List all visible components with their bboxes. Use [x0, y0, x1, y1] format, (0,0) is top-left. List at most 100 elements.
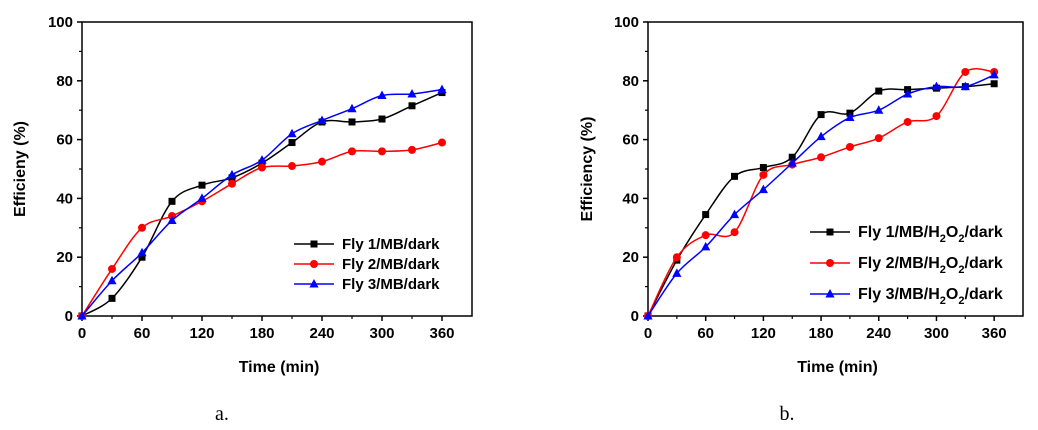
data-point-2 — [408, 145, 416, 154]
data-point-1 — [817, 111, 825, 119]
x-tick-label: 180 — [249, 325, 274, 342]
legend-subscript: 2 — [940, 264, 946, 276]
x-axis-label: Time (min) — [797, 359, 878, 376]
data-point-1 — [731, 172, 739, 180]
legend-label-2: Fly 2/MB/dark — [342, 256, 440, 273]
legend-subscript: 2 — [958, 264, 964, 276]
y-tick-label: 100 — [614, 14, 639, 31]
legend-text-part: Fly 3/MB/H — [858, 286, 940, 303]
data-point-3 — [989, 69, 999, 79]
y-tick-label: 40 — [622, 190, 639, 207]
legend-text-part: O — [946, 224, 958, 241]
chart-panel-a: 0 60 120 180 240 300 360 0 20 40 60 80 100 Time (min)… — [12, 14, 473, 425]
data-point-2 — [961, 67, 970, 76]
x-tick-label: 300 — [924, 325, 949, 342]
series-line-3 — [647, 74, 995, 317]
x-tick-label: 360 — [429, 325, 454, 342]
x-tick-label: 360 — [982, 325, 1007, 342]
y-tick-label: 80 — [622, 73, 639, 90]
data-point-2 — [874, 134, 883, 143]
data-point-1 — [348, 118, 356, 126]
legend-subscript: 2 — [940, 295, 946, 307]
data-point-1 — [788, 153, 796, 161]
data-point-1 — [198, 181, 206, 189]
data-point-1 — [875, 87, 883, 95]
legend-marker — [310, 240, 318, 248]
data-point-3 — [960, 81, 970, 91]
legend-text-part: /dark — [965, 224, 1003, 241]
data-point-3 — [77, 311, 87, 320]
data-point-3 — [437, 84, 447, 94]
legend-text-part: Fly 2/MB/H — [858, 255, 940, 272]
y-axis-label: Efficiency (%) — [579, 117, 596, 222]
data-point-3 — [729, 209, 740, 219]
data-point-3 — [197, 193, 207, 202]
data-point-2 — [318, 157, 326, 166]
data-point-3 — [643, 311, 653, 320]
legend-label-1: Fly 1/MB/H2O2/dark — [858, 224, 1003, 245]
data-point-2 — [701, 231, 710, 240]
y-tick-label: 60 — [56, 132, 73, 149]
data-point-3 — [845, 112, 855, 122]
data-point-3 — [672, 268, 682, 277]
x-axis-label: Time (min) — [239, 359, 320, 376]
data-point-1 — [108, 294, 116, 302]
data-point-2 — [348, 147, 356, 156]
y-tick-label: 100 — [48, 14, 73, 31]
data-point-3 — [317, 115, 327, 124]
panel-caption-a: a. — [215, 403, 229, 425]
data-point-2 — [378, 147, 386, 156]
data-point-2 — [932, 112, 941, 121]
data-point-2 — [672, 253, 681, 262]
legend-label-3: Fly 3/MB/dark — [342, 276, 440, 293]
x-tick-label: 240 — [866, 325, 891, 342]
data-point-3 — [874, 105, 884, 114]
data-point-3 — [931, 81, 942, 91]
data-point-3 — [816, 131, 826, 141]
legend-subscript: 2 — [958, 233, 964, 245]
data-point-3 — [347, 103, 357, 113]
x-tick-label: 180 — [809, 325, 834, 342]
x-tick-label: 120 — [189, 325, 214, 342]
x-tick-label: 120 — [751, 325, 776, 342]
data-point-3 — [287, 128, 297, 138]
legend-subscript: 2 — [958, 295, 964, 307]
data-point-2 — [438, 138, 446, 147]
y-tick-label: 0 — [65, 308, 73, 325]
panel-caption-b: b. — [780, 403, 795, 425]
data-point-3 — [407, 89, 417, 98]
data-point-1 — [990, 80, 998, 88]
y-tick-label: 20 — [622, 249, 639, 266]
y-tick-label: 40 — [56, 190, 73, 207]
legend-marker — [826, 228, 834, 236]
y-tick-label: 60 — [622, 132, 639, 149]
data-point-3 — [137, 247, 147, 257]
data-point-3 — [701, 241, 711, 251]
data-point-3 — [167, 215, 177, 224]
data-point-2 — [228, 179, 236, 188]
x-tick-label: 300 — [369, 325, 394, 342]
data-point-2 — [730, 228, 739, 237]
legend-text-part: O — [946, 255, 958, 272]
data-point-2 — [288, 162, 296, 171]
data-point-1 — [408, 102, 416, 110]
data-point-1 — [138, 253, 146, 261]
y-tick-label: 80 — [56, 73, 73, 90]
x-tick-label: 0 — [644, 325, 652, 342]
data-point-2 — [258, 163, 266, 172]
legend-text-part: /dark — [965, 286, 1003, 303]
data-point-1 — [168, 197, 176, 205]
legend-text-part: /dark — [965, 255, 1003, 272]
legend-label-1: Fly 1/MB/dark — [342, 236, 440, 253]
legend-marker — [310, 260, 318, 268]
y-axis-label: Efficieny (%) — [12, 121, 29, 217]
x-tick-label: 240 — [309, 325, 334, 342]
data-point-2 — [759, 170, 768, 179]
data-point-2 — [108, 264, 116, 273]
legend-marker — [826, 259, 834, 267]
data-point-3 — [107, 275, 117, 285]
data-point-2 — [845, 142, 854, 151]
x-tick-label: 0 — [78, 325, 86, 342]
legend-marker — [309, 279, 319, 288]
legend-label-2: Fly 2/MB/H2O2/dark — [858, 255, 1003, 276]
